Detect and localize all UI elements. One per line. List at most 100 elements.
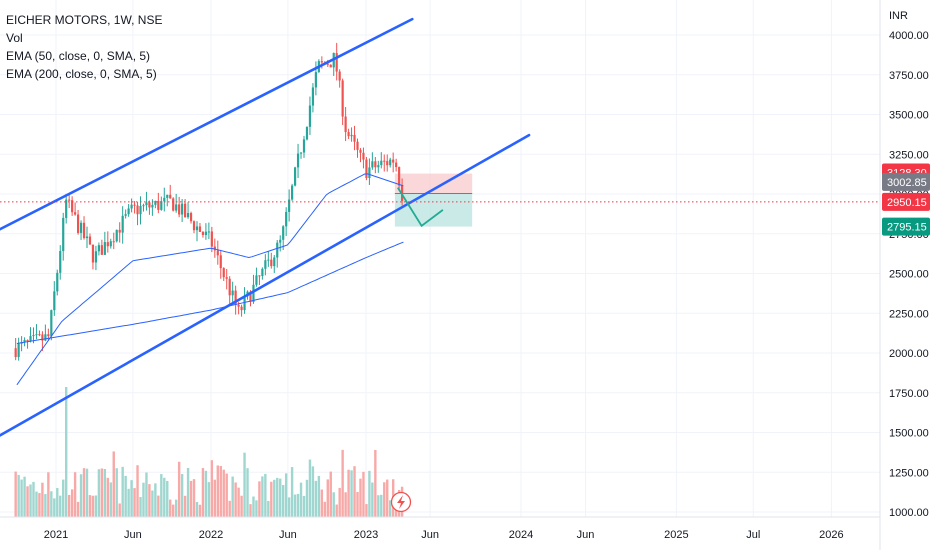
volume-bar (79, 474, 83, 517)
volume-bar (287, 497, 291, 517)
time-tick-label: Jun (279, 529, 297, 541)
candle-body (291, 185, 294, 200)
volume-bar (17, 474, 20, 517)
volume-bar (356, 492, 359, 517)
volume-bar (157, 495, 160, 517)
candle-body (368, 167, 371, 178)
candle-body (68, 199, 71, 201)
candle-body (94, 251, 98, 263)
volume-bar (44, 494, 47, 517)
volume-bar (305, 479, 309, 517)
volume-bar (213, 479, 217, 517)
time-axis[interactable]: 2021 Jun 2022 Jun 2023 Jun 2024 Jun 2025 Jul 2026 (44, 529, 844, 541)
candle-body (365, 159, 368, 178)
candle-body (29, 336, 32, 342)
candle-body (133, 204, 136, 206)
volume-bar (228, 500, 231, 517)
candle-body (270, 259, 273, 267)
candle-body (192, 221, 196, 231)
candle-body (273, 257, 276, 267)
candle-body (374, 161, 377, 168)
time-tick-label: 2022 (199, 529, 223, 541)
candle-body (267, 259, 270, 261)
candle-body (160, 201, 163, 210)
candle-body (308, 105, 312, 127)
candle-body (178, 204, 181, 215)
volume-bar (112, 451, 115, 517)
volume-bar (335, 504, 338, 517)
volume-bar (270, 481, 273, 517)
volume-bar (240, 495, 243, 517)
short-position-tool[interactable] (394, 173, 473, 227)
volume-bar (219, 465, 222, 517)
volume-bar (192, 479, 196, 517)
candle-body (118, 229, 121, 233)
candle-body (127, 208, 130, 215)
volume-bar (145, 472, 148, 517)
last-price-tag: 2950.15 (882, 192, 930, 211)
volume-bar (344, 492, 347, 517)
volume-bar (163, 477, 166, 517)
volume-bar (371, 482, 374, 517)
volume-bar (169, 499, 172, 517)
candle-body (53, 291, 56, 311)
volume-bar (26, 486, 29, 517)
candle-body (26, 340, 29, 342)
candle-body (186, 212, 190, 218)
candle-body (353, 134, 356, 142)
candle-body (181, 203, 184, 215)
candle-body (302, 139, 306, 153)
channel-upper-line (0, 17, 414, 231)
volume-bar (29, 484, 32, 517)
candle-body (395, 162, 398, 168)
volume-bar (136, 465, 139, 517)
volume-bar (100, 468, 104, 517)
candle-body (359, 149, 362, 153)
candle-body (106, 242, 109, 247)
volume-bar (148, 484, 151, 517)
flash-icon[interactable] (390, 491, 412, 513)
candle-body (389, 159, 392, 166)
candle-body (14, 348, 17, 357)
volume-bar (353, 466, 356, 517)
candle-body (207, 231, 210, 233)
candle-body (320, 61, 323, 63)
candle-body (23, 340, 26, 343)
volume-bar (195, 501, 199, 517)
candle-body (175, 204, 178, 211)
volume-bar (377, 495, 380, 517)
legend-symbol[interactable]: EICHER MOTORS, 1W, NSE (6, 13, 163, 27)
candle-body (183, 203, 187, 218)
volume-bar (82, 468, 86, 517)
candle-body (285, 211, 288, 227)
legend-volume[interactable]: Vol (6, 31, 23, 45)
last-price-tag-bg (882, 192, 930, 211)
volume-bar (41, 482, 44, 517)
volume-bar (201, 468, 205, 517)
volume-bar (302, 495, 306, 517)
volume-bar (76, 501, 80, 517)
volume-bar (88, 495, 92, 517)
time-tick-label: 2026 (819, 529, 843, 541)
volume-bar (14, 471, 17, 517)
volume-bar (35, 491, 38, 517)
volume-bar (118, 503, 121, 517)
candle-body (79, 222, 83, 233)
candle-body (377, 165, 380, 168)
candle-body (62, 217, 65, 252)
volume-bar (204, 470, 208, 517)
volume-bar (311, 466, 315, 517)
volume-bar (255, 500, 258, 517)
channel-lower-line (0, 133, 531, 437)
legend-ema50[interactable]: EMA (50, close, 0, SMA, 5) (6, 49, 151, 63)
candle-body (329, 64, 332, 68)
volume-bar (53, 498, 56, 517)
legend-ema200[interactable]: EMA (200, close, 0, SMA, 5) (6, 67, 157, 81)
candle-body (305, 126, 309, 140)
volume-bar (130, 480, 133, 517)
volume-bar (332, 492, 335, 517)
trend-channel-drawings[interactable] (0, 17, 531, 440)
candle-body (201, 231, 205, 236)
candle-body (112, 241, 115, 243)
